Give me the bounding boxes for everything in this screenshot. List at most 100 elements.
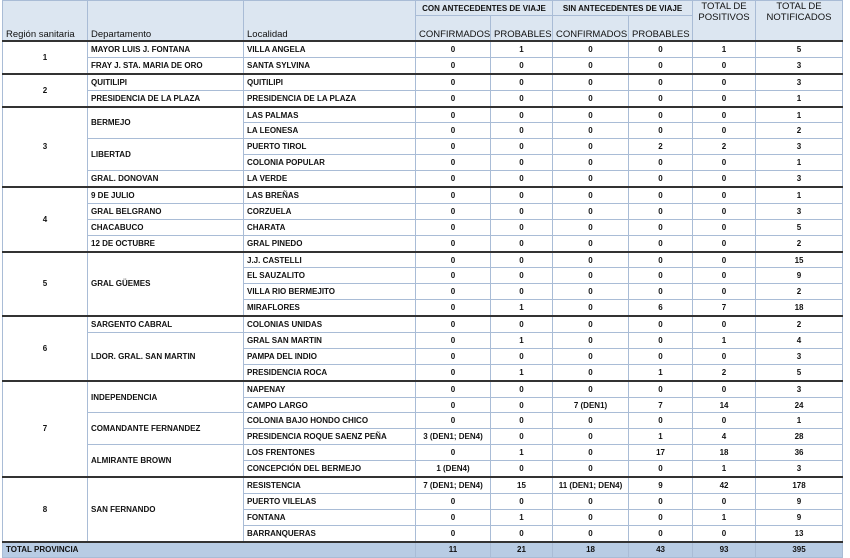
value-cell: 0 [628,412,694,430]
value-cell: 2 [755,234,844,253]
value-cell: 0 [628,39,694,58]
department-cell: ALMIRANTE BROWN [87,444,244,478]
region-cell: 6 [2,315,88,382]
value-cell: 0 [628,105,694,124]
value-cell: 2 [692,138,757,156]
value-cell: 0 [415,154,491,172]
table-row: LA LEONESA 0 0 0 0 0 2 [3,122,844,140]
value-cell: 0 [415,170,491,188]
value-cell: 11 (DEN1; DEN4) [552,476,630,494]
value-cell: 0 [628,460,694,478]
value-cell: 1 [489,444,554,462]
value-cell: 0 [692,267,757,285]
value-cell: 0 [692,524,757,543]
value-cell: 0 [552,39,630,58]
value-cell: 0 [692,218,757,236]
value-cell: 0 [489,283,554,301]
value-cell: 36 [755,444,844,462]
department-cell: QUITILIPI [87,72,244,91]
locality-cell: PRESIDENCIA ROQUE SAENZ PEÑA [243,428,416,446]
department-cell: 12 DE OCTUBRE [87,234,244,253]
table-row: COMANDANTE FERNANDEZ COLONIA BAJO HONDO C… [3,412,844,446]
value-cell: 0 [552,315,630,334]
value-cell: 0 [552,56,630,75]
value-cell: 0 [692,56,757,75]
value-cell: 2 [692,363,757,382]
value-cell: 5 [755,39,844,58]
value-cell: 0 [415,122,491,140]
value-cell: 0 [415,56,491,75]
value-cell: 15 [755,250,844,269]
value-cell: 0 [415,72,491,91]
value-cell: 0 [415,444,491,462]
total-value: 395 [755,540,844,558]
value-cell: 0 [489,460,554,478]
value-cell: 0 [552,412,630,430]
value-cell: 0 [415,283,491,301]
value-cell: 1 [489,299,554,317]
table-row: PRESIDENCIA DE LA PLAZA PRESIDENCIA DE LA… [3,89,844,108]
department-cell: 9 DE JULIO [87,185,244,204]
locality-cell: LOS FRENTONES [243,444,416,462]
header-cell: CONFIRMADOS [552,15,630,42]
table-row: GRAL. DONOVAN LA VERDE 0 0 0 0 0 3 [3,170,844,188]
region-cell: 4 [2,186,88,253]
locality-cell: VILLA RIO BERMEJITO [243,283,416,301]
value-cell: 0 [552,460,630,478]
table-row: LDOR. GRAL. SAN MARTIN GRAL SAN MARTIN 0 1 0… [3,332,844,382]
value-cell: 0 [415,89,491,108]
locality-cell: PUERTO VILELAS [243,492,416,510]
value-cell: 0 [628,379,694,398]
value-cell: 0 [489,347,554,365]
total-row: TOTAL PROVINCIA 11 21 18 43 93 395 [2,540,844,558]
value-cell: 2 [755,283,844,301]
value-cell: 0 [489,412,554,430]
value-cell: 1 [628,363,694,382]
department-cell: LDOR. GRAL. SAN MARTIN [87,332,244,382]
value-cell: 0 [628,202,694,220]
value-cell: 0 [552,428,630,446]
total-value: 21 [489,540,554,558]
locality-cell: CONCEPCIÓN DEL BERMEJO [243,460,416,478]
value-cell: 0 [489,524,554,543]
value-cell: 0 [692,315,757,334]
value-cell: 0 [489,267,554,285]
total-value: 18 [552,540,630,558]
value-cell: 0 [628,154,694,172]
value-cell: 18 [755,299,844,317]
value-cell: 0 [489,428,554,446]
table-row: MIRAFLORES 0 1 0 6 7 18 [3,299,844,317]
value-cell: 0 [489,154,554,172]
value-cell: 0 [415,396,491,414]
value-cell: 9 [755,492,844,510]
value-cell: 0 [415,250,491,269]
table-body: 1 MAYOR LUIS J. FONTANA VILLA ANGELA 0 1 0 0 1 5… [2,39,844,558]
table-row: 6 SARGENTO CABRAL COLONIAS UNIDAS 0 0 0 0 0 2 [2,315,844,382]
table-row: 12 DE OCTUBRE GRAL PINEDO 0 0 0 0 0 2 [3,234,844,253]
header-cell: CONFIRMADOS [415,15,491,42]
locality-cell: LAS PALMAS [243,105,416,124]
value-cell: 0 [692,347,757,365]
value-cell: 0 [552,363,630,382]
value-cell: 0 [552,492,630,510]
region-cell: 8 [2,476,88,543]
value-cell: 0 [552,170,630,188]
locality-cell: LA LEONESA [243,122,416,140]
value-cell: 0 [628,508,694,526]
locality-cell: LAS BREÑAS [243,185,416,204]
value-cell: 3 [755,460,844,478]
header-cell: Departamento [87,0,244,42]
value-cell: 7 [628,396,694,414]
locality-cell: PUERTO TIROL [243,138,416,156]
value-cell: 0 [552,72,630,91]
value-cell: 0 [552,218,630,236]
locality-cell: MIRAFLORES [243,299,416,317]
value-cell: 0 [489,315,554,334]
region-cell: 5 [2,250,88,317]
value-cell: 0 [628,72,694,91]
value-cell: 0 [628,218,694,236]
value-cell: 0 [489,185,554,204]
value-cell: 0 [692,492,757,510]
value-cell: 0 [552,508,630,526]
value-cell: 0 [489,170,554,188]
